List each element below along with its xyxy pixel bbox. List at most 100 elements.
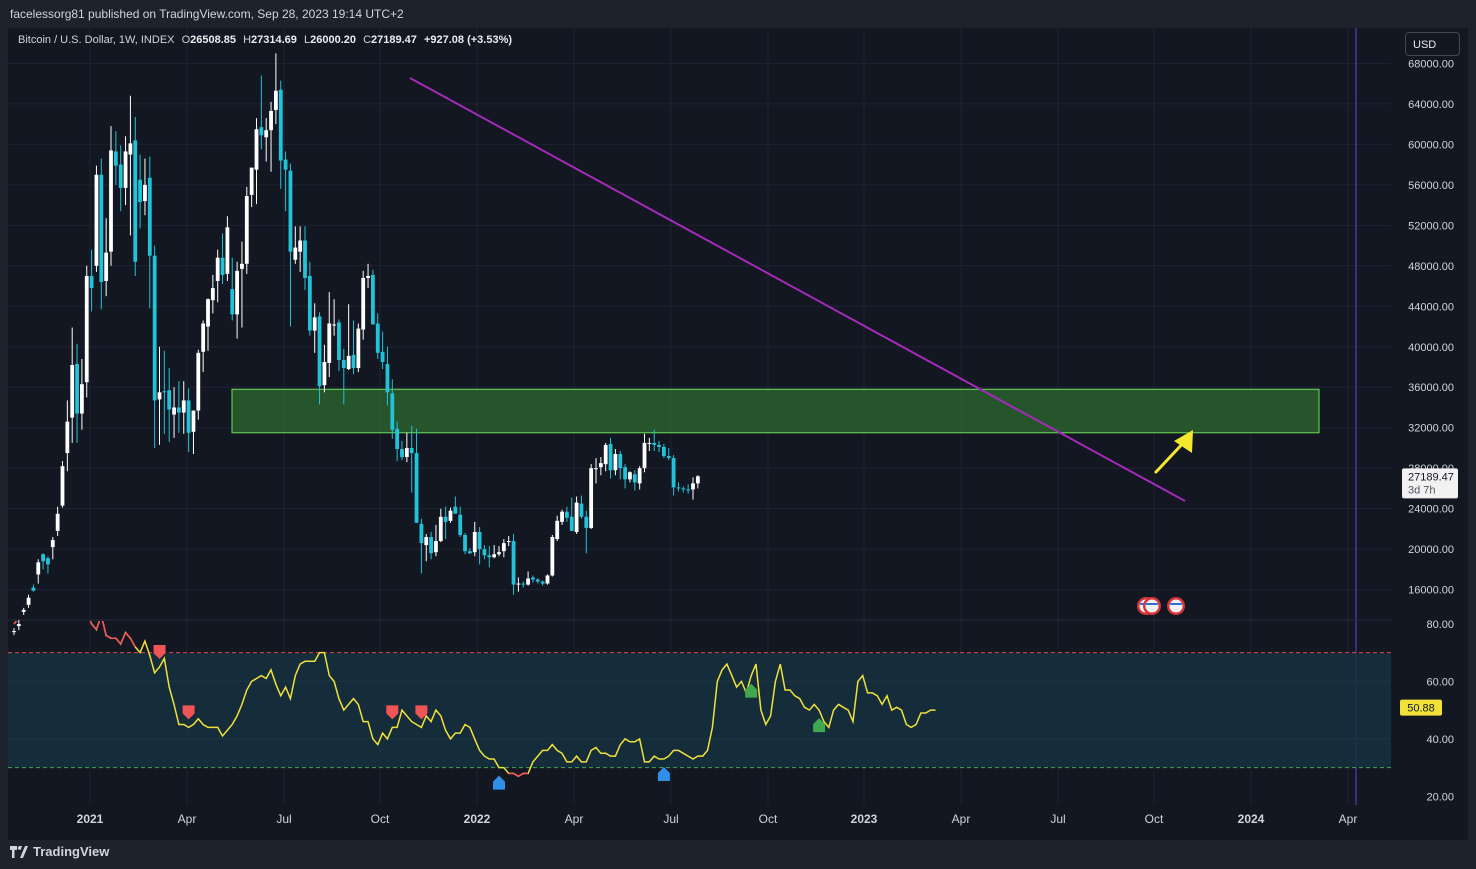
rsi-extreme-segment [67,601,72,610]
candle-body [695,476,700,484]
price-axis-label: 68000.00 [1408,58,1454,70]
support-resistance-zone [231,388,1320,434]
bar-countdown: 3d 7h [1408,484,1436,496]
rsi-axis-label: 60.00 [1426,676,1454,688]
candle-body [497,552,501,555]
candle-body [501,543,506,552]
rsi-extreme-segment [58,595,63,601]
rsi-extreme-segment [90,623,98,631]
candle-body [75,363,79,414]
candle-body [240,263,244,269]
candle-body [472,531,477,553]
candle-body [220,257,225,275]
candle-body [21,609,26,612]
candle-body [157,392,162,400]
candle-body [613,454,618,471]
tradingview-logo[interactable]: TradingView [10,844,109,859]
candle-body [162,391,167,393]
rsi-extreme-segment [33,601,38,610]
price-axis-label: 52000.00 [1408,220,1454,232]
candle-body [356,328,361,369]
economic-event-icon [1167,597,1185,615]
candle-body [409,447,414,454]
candle-body [419,523,424,544]
candle-body [312,317,317,331]
candle-body [642,442,647,469]
candle-body [632,474,637,483]
candle-body [366,275,370,278]
event-flag-stripe [1146,603,1158,605]
currency-button[interactable]: USD [1405,32,1460,56]
low-label: L [303,34,311,46]
symbol-legend: Bitcoin / U.S. Dollar, 1W, INDEX O26508.… [18,34,512,46]
candle-body [206,299,210,327]
candle-body [230,289,235,315]
time-axis-label: Jul [1050,812,1065,826]
candle-body [662,446,666,457]
candle-body [443,516,448,522]
event-flag-stripe [1170,603,1182,605]
candle-body [550,537,555,576]
rsi-extreme-segment [115,637,122,645]
candle-body [526,578,530,585]
time-axis-label: Apr [952,812,971,826]
candle-body [118,164,123,188]
candle-body [337,322,341,360]
candle-body [46,558,50,565]
buy-signal-marker [745,683,758,698]
candle-body [531,577,535,580]
high-label: H [243,34,252,46]
rsi-extreme-segment [105,634,112,639]
buy-signal-marker [493,775,505,790]
close-label: C [363,34,372,46]
candle-body [589,468,594,528]
candle-body [60,466,65,506]
candle-body [346,355,351,370]
signal-shape [386,705,399,720]
candle-body [594,468,598,470]
price-axis-label: 20000.00 [1408,544,1454,556]
candle-body [215,257,220,281]
candle-body [400,448,404,458]
candle-body [468,551,472,554]
candle-body [652,442,657,445]
candle-body [12,631,16,633]
open-value: 26508.85 [190,34,237,46]
chart-frame[interactable]: 68000.00 64000.00 60000.00 56000.00 52000.00… [8,28,1468,840]
candle-body [628,472,632,480]
time-axis-label: Apr [565,812,584,826]
candle-body [448,510,453,521]
high-value: 27314.69 [251,34,297,46]
time-axis-label: 2023 [851,812,878,826]
candle-body [322,361,327,386]
breakout-arrow-head [1174,430,1193,453]
price-axis-label: 60000.00 [1408,139,1454,151]
candle-body [293,247,298,260]
candle-body [647,442,652,444]
chart-canvas[interactable]: 68000.00 64000.00 60000.00 56000.00 52000.00… [8,28,1468,840]
candle-body [152,255,157,401]
candle-body [516,583,521,585]
candle-body [16,624,21,627]
rsi-extreme-segment [53,581,58,595]
candle-body [681,488,686,490]
candle-body [94,174,99,266]
candle-body [191,410,196,432]
candle-body [210,288,215,301]
rsi-value-badge [1400,699,1442,716]
rsi-extreme-segment [89,621,93,625]
candle-body [691,483,695,490]
price-axis-label: 64000.00 [1408,99,1454,111]
rsi-axis-label: 20.00 [1426,791,1454,803]
time-axis-label: 2024 [1238,812,1265,826]
candle-body [341,359,346,369]
economic-event-icon [1143,597,1161,615]
candle-body [84,275,89,383]
price-axis-label: 36000.00 [1408,382,1454,394]
downtrend-line [409,77,1186,502]
candle-body [288,170,293,252]
candle-body [584,516,589,528]
last-price-value: 27189.47 [1408,471,1454,483]
candle-body [540,581,545,584]
rsi-extreme-segment [48,581,53,590]
